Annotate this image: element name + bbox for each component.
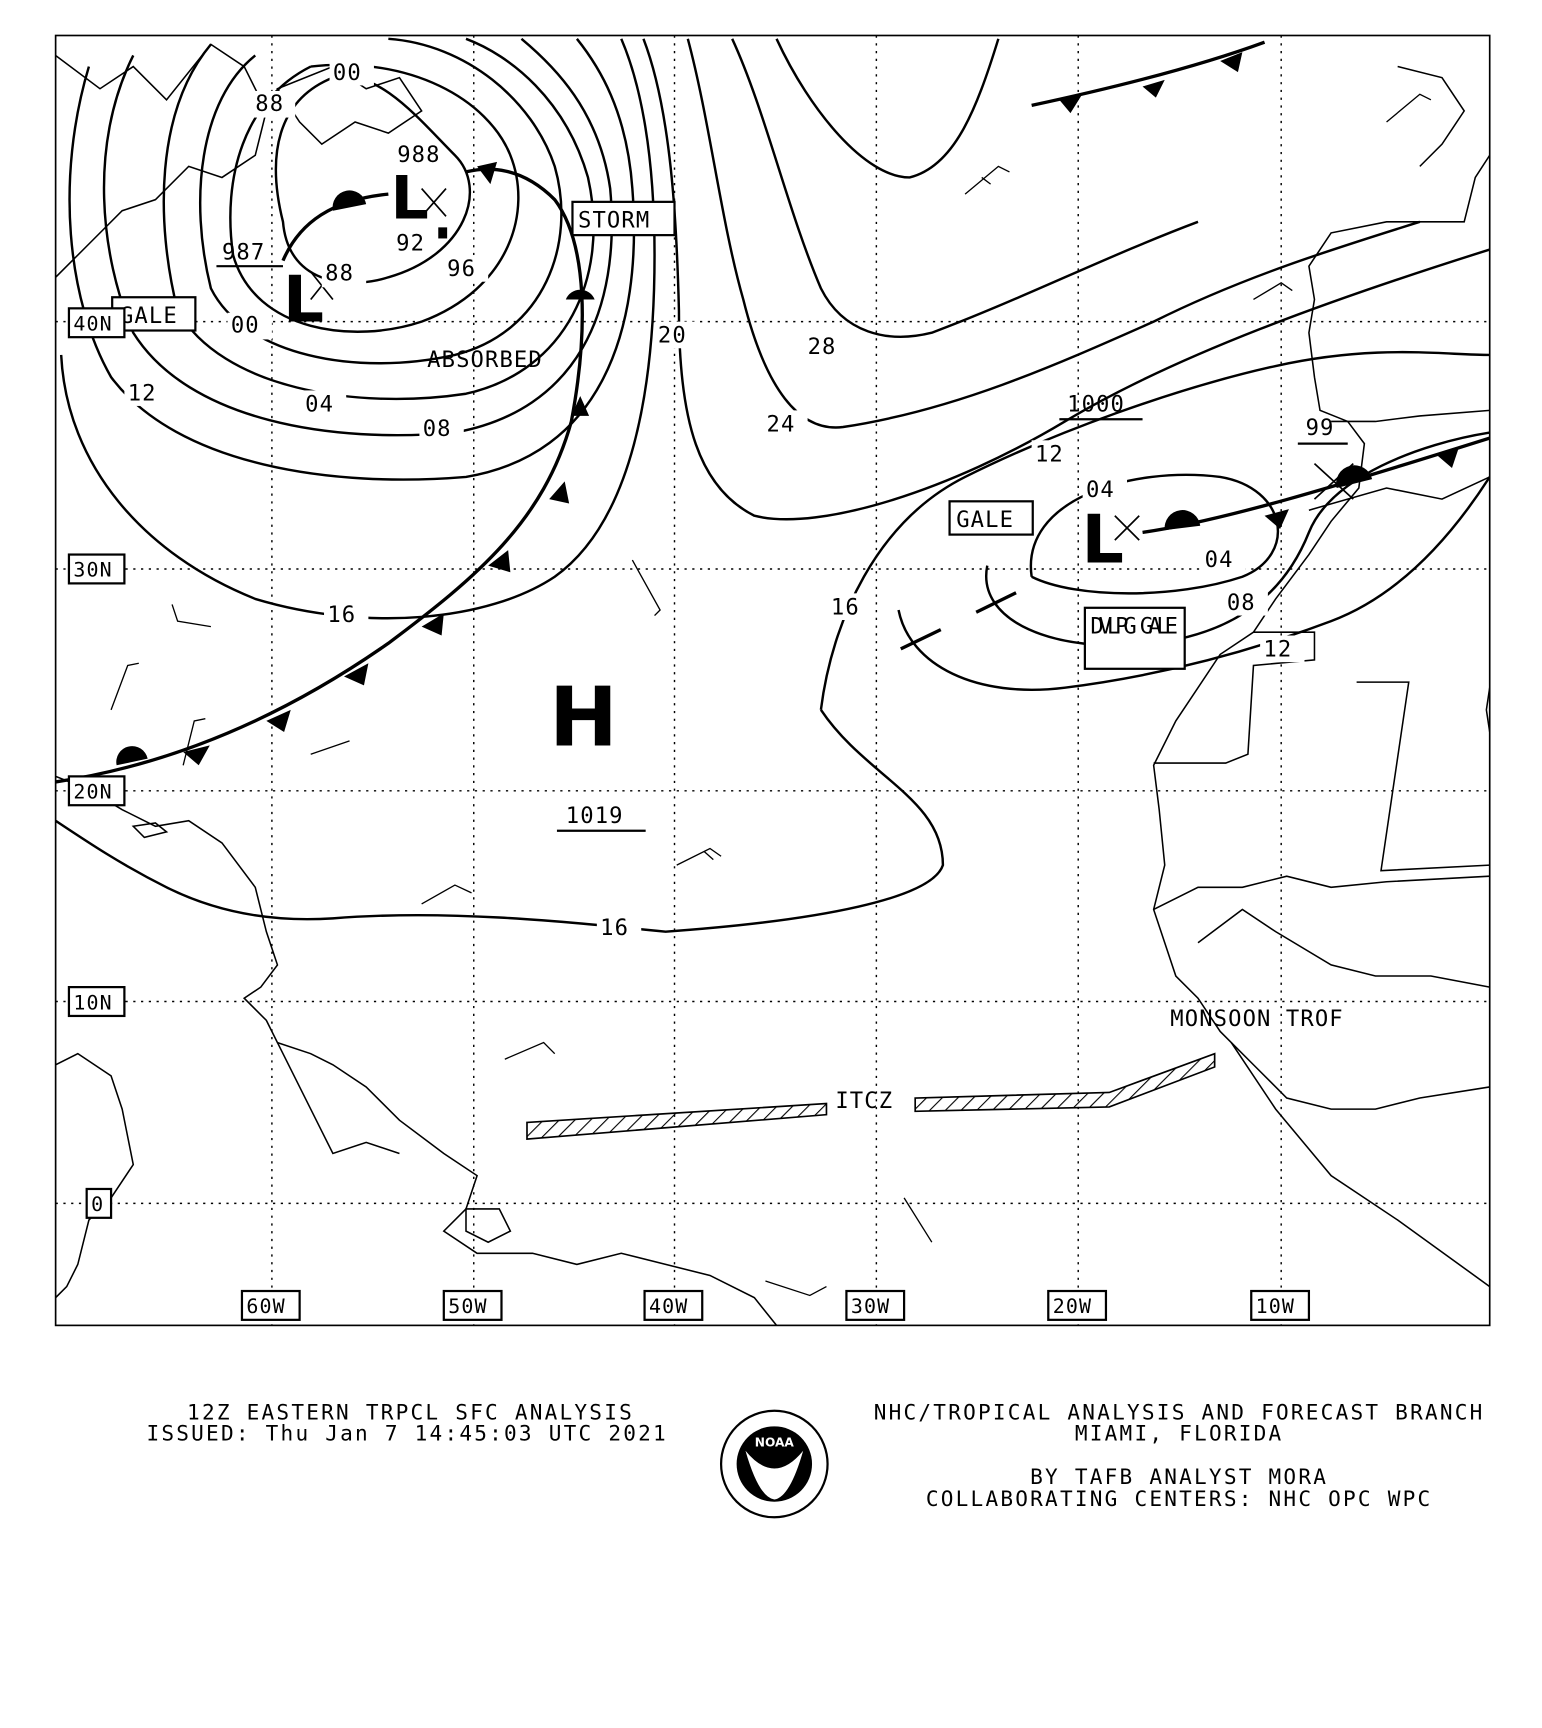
isobar-label: 28: [808, 334, 837, 360]
low-symbol: L: [283, 263, 324, 338]
isobar-label: 16: [327, 602, 356, 628]
pressure-value: 99: [1306, 415, 1335, 441]
x-marker-icon: [1313, 462, 1354, 500]
isobar-label: 04: [305, 391, 334, 417]
lon-label-60w: 60W: [246, 1294, 285, 1318]
isobar-label: 24: [767, 411, 796, 437]
isobar-label: 12: [1035, 441, 1064, 467]
longitude-labels: 60W 50W 40W 30W 20W 10W: [240, 1289, 1311, 1321]
x-marker-icon: [421, 187, 447, 217]
lon-label-40w: 40W: [649, 1294, 688, 1318]
pressure-value: 1019: [566, 803, 624, 829]
itcz: [526, 1052, 1216, 1140]
lat-label-10n: 10N: [73, 990, 112, 1014]
low-symbol: L: [391, 163, 429, 233]
footer: 12Z EASTERN TRPCL SFC ANALYSIS ISSUED: T…: [146, 1400, 1485, 1512]
logo-text: NOAA: [755, 1435, 795, 1449]
isobar-label: 00: [231, 313, 260, 339]
collaborating-centers: COLLABORATING CENTERS: NHC OPC WPC: [926, 1486, 1433, 1511]
isobar-label: 00: [333, 60, 362, 86]
gale-warning-label: GALE: [956, 507, 1014, 533]
dvlpg-gale-warning-label: DVLPG GALE: [1090, 613, 1179, 639]
lat-label-30n: 30N: [73, 558, 112, 582]
isobar-label: 88: [325, 261, 354, 287]
isobar-labels: 00 88 00 12 04 08 16 88 92 96 20 28 24 1…: [124, 58, 1305, 941]
high-symbol: H: [549, 670, 618, 765]
pressure-value: 1000: [1067, 391, 1125, 417]
high-center: H 1019: [549, 670, 646, 832]
low-center-4: 99: [1297, 415, 1354, 500]
chart-title: 12Z EASTERN TRPCL SFC ANALYSIS: [187, 1400, 634, 1425]
storm-warning-label: STORM: [578, 207, 650, 233]
isobar-label: 12: [1263, 637, 1292, 663]
latitude-labels: 40N 30N 20N 10N 0: [67, 307, 126, 1219]
lat-label-0: 0: [91, 1192, 104, 1216]
occluded-front: [281, 190, 389, 262]
location: MIAMI, FLORIDA: [1075, 1421, 1284, 1446]
lon-label-20w: 20W: [1053, 1294, 1092, 1318]
itcz-label: ITCZ: [835, 1088, 893, 1114]
issued-time: ISSUED: Thu Jan 7 14:45:03 UTC 2021: [146, 1421, 667, 1446]
map-frame: [54, 34, 1491, 1327]
absorbed-label: ABSORBED: [427, 347, 543, 373]
low-symbol: L: [1082, 500, 1124, 578]
lat-lon-grid: [55, 35, 1490, 1326]
lon-label-50w: 50W: [448, 1294, 487, 1318]
isobar-label: 96: [447, 256, 476, 282]
lat-label-40n: 40N: [73, 312, 112, 336]
isobar-label: 16: [831, 594, 860, 620]
lon-label-10w: 10W: [1256, 1294, 1295, 1318]
pressure-value: 987: [222, 240, 265, 266]
warnings: GALE STORM GALE DVLPG GALE ABSORBED ITCZ…: [111, 200, 1344, 1114]
isobars: [55, 37, 1490, 933]
isobar-label: 04: [1205, 547, 1234, 573]
low-center-2: L 988: [391, 142, 448, 239]
isobar-label: 92: [396, 231, 425, 257]
isobar-label: 08: [1227, 590, 1256, 616]
analyst: BY TAFB ANALYST MORA: [1030, 1464, 1328, 1489]
monsoon-trough-label: MONSOON TROF: [1170, 1006, 1344, 1032]
org-name: NHC/TROPICAL ANALYSIS AND FORECAST BRANC…: [874, 1400, 1485, 1425]
x-marker-icon: [1114, 515, 1140, 541]
lat-label-20n: 20N: [73, 780, 112, 804]
isobar-label: 04: [1086, 477, 1115, 503]
low-center-1: L 987: [216, 240, 334, 338]
isobar-label: 16: [600, 915, 629, 941]
isobar-label: 20: [658, 323, 687, 349]
wind-barbs: [110, 93, 1432, 1297]
isobar-label: 12: [128, 380, 157, 406]
isobar-label: 88: [255, 91, 284, 117]
lon-label-30w: 30W: [851, 1294, 890, 1318]
low-center-3: L 1000: [1059, 391, 1143, 578]
noaa-logo: NOAA: [719, 1409, 829, 1519]
gale-warning-label: GALE: [120, 303, 178, 329]
isobar-label: 08: [423, 416, 452, 442]
pressure-value: 988: [397, 142, 440, 168]
cold-front: [55, 161, 595, 798]
coastlines: [55, 43, 1490, 1326]
east-fronts: [900, 40, 1490, 651]
